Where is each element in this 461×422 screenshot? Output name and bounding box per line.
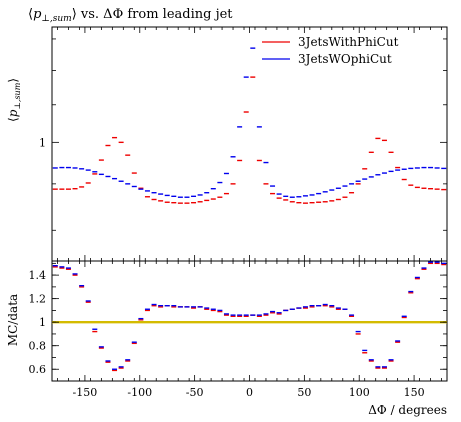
legend-entry-series-1: 3JetsWithPhiCut [262,35,399,49]
ratio-y-tick-label: 1 [39,316,46,329]
ylabel-mean-open: ⟨ [6,117,20,122]
x-tick-label: 0 [246,386,253,399]
ratio-data-marks [52,261,447,372]
main-y-axis-label: ⟨p⊥,sum⟩ [6,78,22,122]
title-mean-open: ⟨ [28,7,33,22]
title-var: p [33,7,42,22]
x-tick-label: 100 [349,386,370,399]
ratio-y-axis-label: MC/data [6,294,20,346]
ratio-panel: -150 -100 -50 0 50 100 150 0.6 0.8 1 1.2 1.4 MC/da… [6,260,448,417]
main-y-ticks: 1 [39,38,447,231]
x-tick-label: 50 [297,386,311,399]
ratio-y-ticks: 0.6 0.8 1 1.2 1.4 [29,262,447,382]
legend-entry-series-2: 3JetsWOphiCut [262,52,392,66]
ratio-y-tick-label: 0.8 [29,340,47,353]
title-mean-close: ⟩ [72,7,77,22]
x-tick-label: -100 [127,386,152,399]
ratio-x-ticks: -150 -100 -50 0 50 100 150 [57,261,442,399]
ratio-y-tick-label: 0.6 [29,363,47,376]
legend-label-series-1: 3JetsWithPhiCut [298,35,399,49]
ylabel-var: p [6,109,20,117]
main-panel: 1 ⟨p⊥,sum⟩ 3JetsWithPhiCut 3JetsWOphiCut [6,26,448,262]
main-y-tick-label: 1 [39,136,46,149]
x-tick-label: -150 [73,386,98,399]
chart-title: ⟨p⊥,sum⟩ vs. ΔΦ from leading jet [28,7,233,24]
legend: 3JetsWithPhiCut 3JetsWOphiCut [262,35,399,66]
title-rest: vs. ΔΦ from leading jet [77,7,234,22]
ylabel-mean-close: ⟩ [6,78,20,83]
x-tick-label: 150 [404,386,425,399]
main-data-marks [52,47,447,204]
x-axis-label: ΔΦ / degrees [368,403,447,417]
title-subscript: ⊥,sum [41,14,71,24]
ratio-y-tick-label: 1.4 [29,269,47,282]
ratio-y-tick-label: 1.2 [29,293,47,306]
legend-label-series-2: 3JetsWOphiCut [298,52,392,66]
x-tick-label: -50 [186,386,204,399]
ylabel-subscript: ⊥,sum [13,82,22,109]
